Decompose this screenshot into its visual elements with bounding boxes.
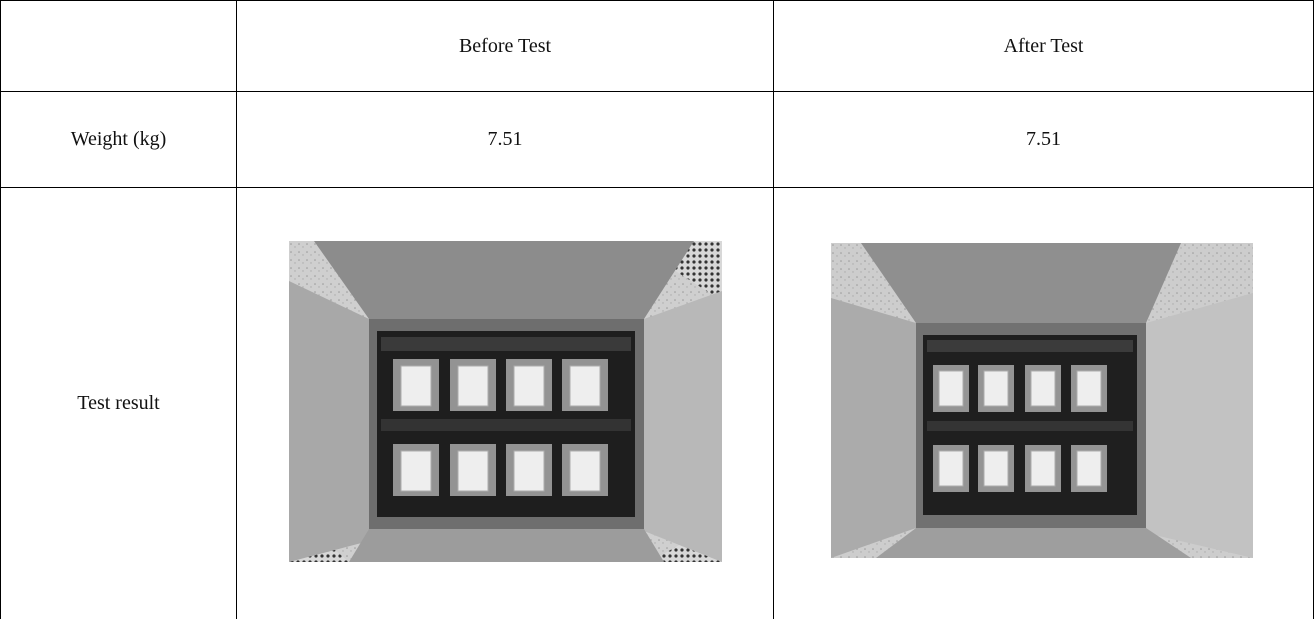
packaging-box-photo-after	[831, 243, 1253, 558]
weight-after-value: 7.51	[1026, 128, 1061, 150]
table-col-divider	[236, 0, 237, 619]
weight-before-value: 7.51	[487, 128, 523, 150]
header-before-test: Before Test	[458, 34, 552, 57]
table-row-divider	[0, 187, 1314, 188]
packaging-box-illustration-before	[289, 241, 722, 562]
table-border-top	[0, 0, 1314, 1]
weight-label: Weight (kg)	[70, 128, 167, 150]
header-empty-cell	[1, 1, 236, 91]
table-col-divider	[773, 0, 774, 619]
packaging-box-photo-before	[289, 241, 722, 562]
packaging-box-illustration-after	[831, 243, 1253, 558]
table-row-divider	[0, 91, 1314, 92]
header-after-test: After Test	[1003, 34, 1084, 57]
test-result-label: Test result	[77, 392, 160, 414]
table-border-left	[0, 0, 1, 619]
